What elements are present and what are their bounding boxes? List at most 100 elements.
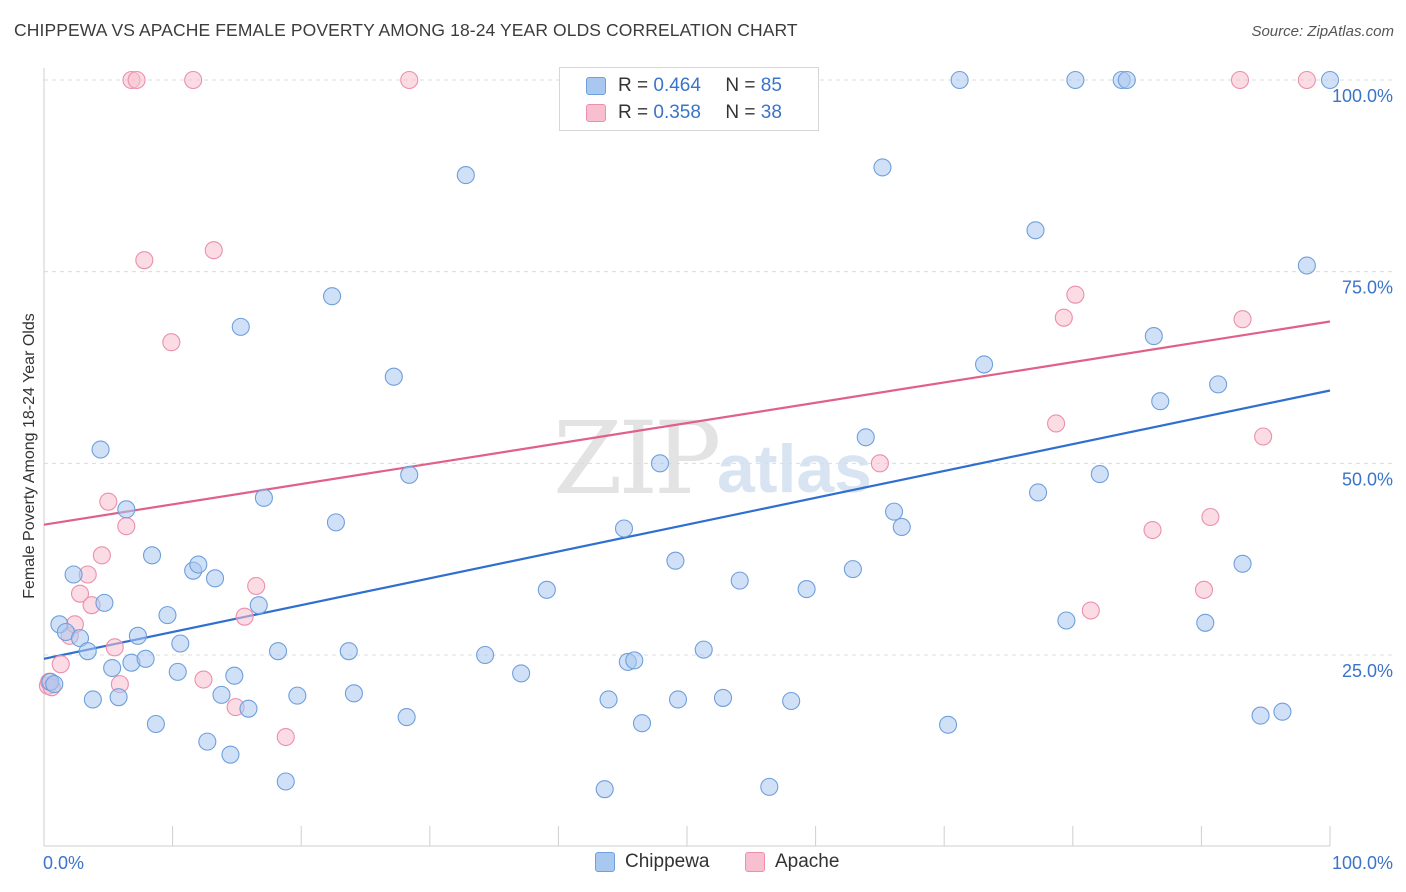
chippewa-point xyxy=(198,732,217,751)
legend-row-chippewa: R = 0.464 N = 85 xyxy=(586,74,782,98)
chippewa-point xyxy=(892,517,911,537)
chippewa-point xyxy=(1066,70,1085,90)
chippewa-point xyxy=(136,649,155,668)
correlation-legend: R = 0.464 N = 85 R = 0.358 N = 38 xyxy=(559,67,819,131)
chippewa-point xyxy=(109,688,128,707)
chippewa-point xyxy=(537,580,556,599)
chippewa-point xyxy=(1026,221,1045,240)
chippewa-point xyxy=(512,664,531,683)
chippewa-point xyxy=(856,428,875,447)
chippewa-point xyxy=(103,658,122,678)
legend-r-value: 0.358 xyxy=(653,102,701,123)
legend-r-label: R = xyxy=(618,102,649,123)
chippewa-point xyxy=(239,699,258,718)
chippewa-point xyxy=(632,714,652,733)
chippewa-point xyxy=(730,571,749,590)
legend-swatch-apache xyxy=(745,852,765,872)
chippewa-point xyxy=(397,708,416,727)
apache-point xyxy=(162,333,181,352)
y-tick-label: 50.0% xyxy=(1342,469,1393,489)
x-tick-label: 100.0% xyxy=(1332,853,1393,873)
chippewa-point xyxy=(146,714,165,734)
chippewa-point xyxy=(614,519,634,538)
chippewa-point xyxy=(694,640,713,659)
chippewa-point xyxy=(95,593,114,612)
apache-point xyxy=(92,546,111,565)
chippewa-point xyxy=(249,596,268,615)
watermark-atlas: atlas xyxy=(717,431,872,507)
chippewa-point xyxy=(64,565,83,584)
legend-label-chippewa: Chippewa xyxy=(625,851,710,872)
chippewa-point xyxy=(1251,706,1270,725)
chippewa-point xyxy=(873,158,892,177)
chippewa-point xyxy=(78,642,97,661)
chippewa-point xyxy=(168,662,187,681)
chippewa-point xyxy=(595,780,614,799)
chippewa-point xyxy=(1297,256,1316,275)
chippewa-point xyxy=(1090,465,1109,484)
data-points xyxy=(38,70,1340,799)
series-legend: Chippewa Apache xyxy=(0,851,1406,879)
apache-point xyxy=(99,492,118,511)
chippewa-point xyxy=(339,642,358,661)
chippewa-point xyxy=(384,367,403,386)
legend-n-label: N = xyxy=(725,102,756,123)
chippewa-point xyxy=(843,560,862,579)
apache-point xyxy=(1066,285,1085,304)
apache-point xyxy=(1254,427,1273,446)
chippewa-point xyxy=(189,555,208,574)
legend-n-value: 38 xyxy=(760,102,782,123)
tick-labels: 25.0% 50.0% 75.0% 100.0% 0.0% 100.0% xyxy=(43,86,1393,873)
chippewa-point xyxy=(760,777,779,796)
legend-label-apache: Apache xyxy=(775,851,840,872)
apache-point xyxy=(247,576,266,596)
legend-row-apache: R = 0.358 N = 38 xyxy=(586,101,782,125)
apache-point xyxy=(135,251,154,270)
chippewa-point xyxy=(782,691,801,711)
chippewa-point xyxy=(1144,327,1163,346)
chippewa-point xyxy=(45,675,64,694)
legend-item-apache[interactable]: Apache xyxy=(745,851,839,873)
apache-point xyxy=(870,454,889,473)
apache-point xyxy=(276,727,295,747)
apache-trend-line xyxy=(43,320,1331,526)
chippewa-point xyxy=(668,690,688,709)
chippewa-point xyxy=(625,651,644,670)
apache-point xyxy=(204,241,223,260)
apache-point xyxy=(51,655,70,674)
chippewa-point xyxy=(650,454,670,473)
legend-n-value: 85 xyxy=(760,75,782,96)
apache-point xyxy=(127,70,146,90)
chippewa-point xyxy=(975,355,994,374)
chippewa-point xyxy=(205,569,225,588)
chippewa-point xyxy=(225,666,244,685)
chippewa-point xyxy=(1151,392,1170,411)
legend-item-chippewa[interactable]: Chippewa xyxy=(595,851,710,873)
apache-point xyxy=(1201,507,1220,527)
chippewa-point xyxy=(323,287,342,306)
apache-point xyxy=(117,517,136,536)
legend-swatch-chippewa xyxy=(586,77,606,95)
apache-point xyxy=(70,584,90,603)
chippewa-point xyxy=(221,745,240,764)
apache-point xyxy=(184,70,203,90)
grid-lines xyxy=(44,79,1394,656)
chippewa-point xyxy=(91,440,110,459)
legend-r-label: R = xyxy=(618,75,649,96)
chippewa-point xyxy=(666,551,685,570)
chippewa-point xyxy=(1117,70,1136,90)
apache-point xyxy=(1230,70,1250,90)
chippewa-point xyxy=(713,688,733,707)
apache-point xyxy=(400,70,419,90)
apache-point xyxy=(1081,601,1100,620)
chippewa-point xyxy=(254,488,273,507)
apache-point xyxy=(1233,310,1252,329)
x-tick-label: 0.0% xyxy=(43,853,84,873)
chart-source: Source: ZipAtlas.com xyxy=(1251,23,1394,40)
chippewa-point xyxy=(400,465,419,484)
chippewa-point xyxy=(142,546,162,565)
chippewa-point xyxy=(326,513,345,532)
chippewa-point xyxy=(599,690,618,709)
apache-point xyxy=(1143,520,1162,540)
chippewa-point xyxy=(83,690,102,709)
